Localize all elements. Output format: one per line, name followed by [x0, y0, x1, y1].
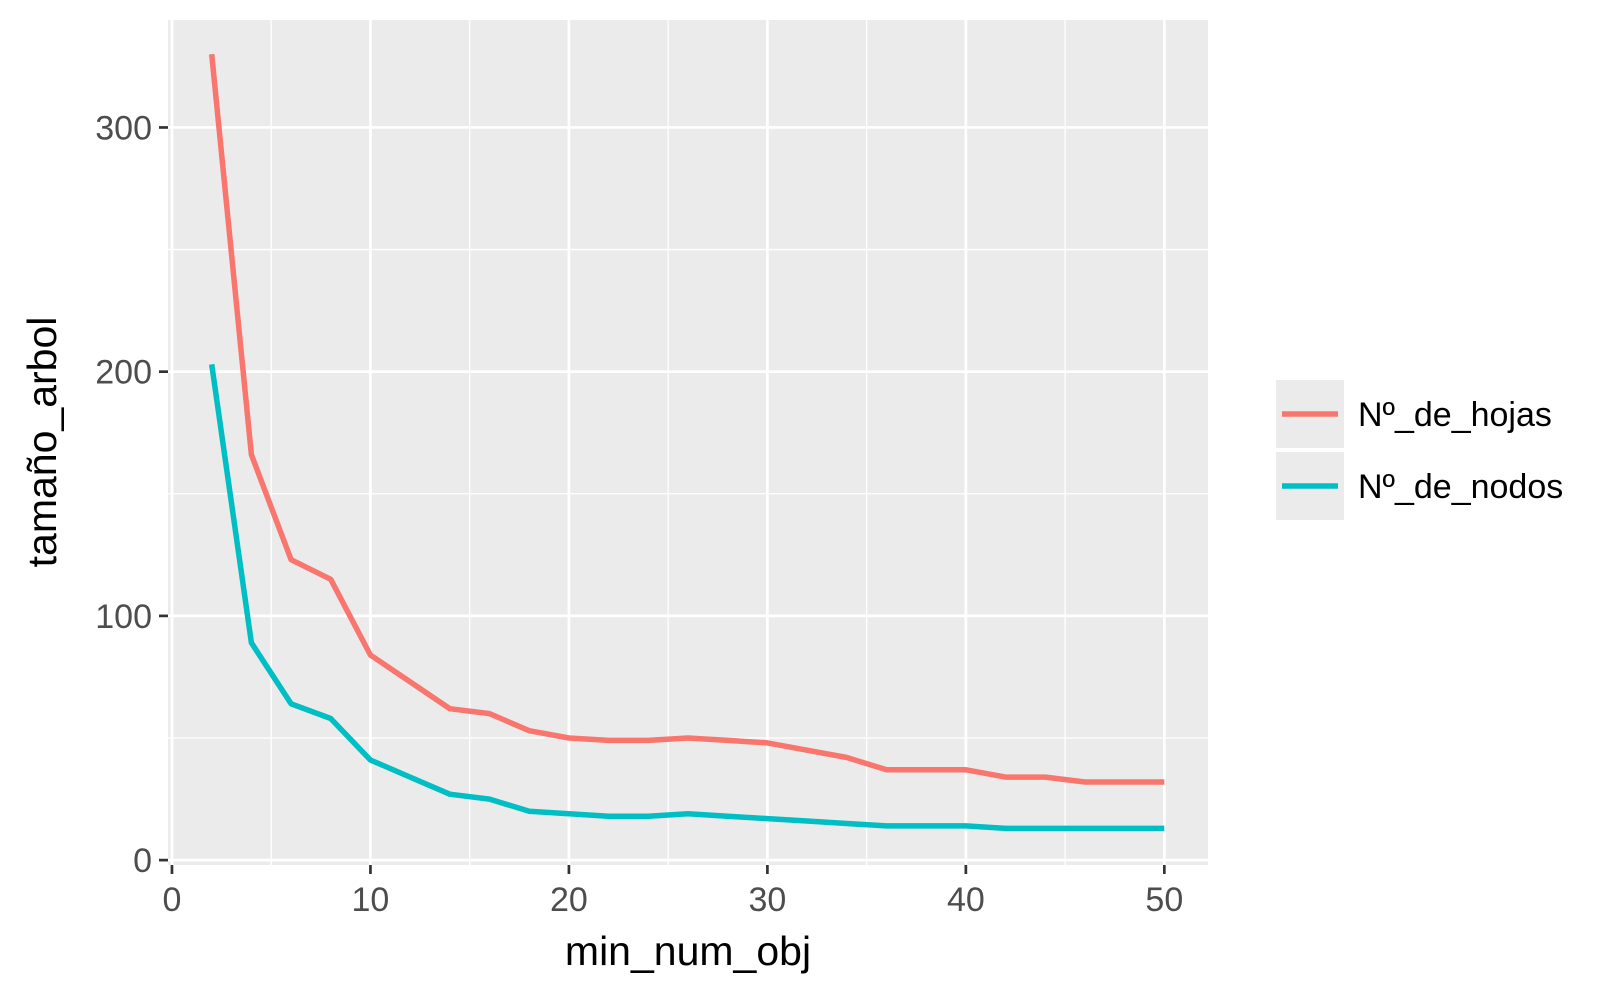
x-tick-label: 0	[163, 881, 182, 919]
y-tick-label: 300	[95, 109, 152, 147]
x-tick-label: 10	[352, 881, 390, 919]
series-line-1	[208, 53, 1165, 785]
x-tick-label: 20	[550, 881, 588, 919]
legend-label: Nº_de_hojas	[1358, 396, 1552, 434]
y-tick-label: 100	[95, 598, 152, 636]
x-tick-label: 40	[947, 881, 985, 919]
y-tick-label: 0	[133, 842, 152, 880]
major-gridlines	[168, 20, 1208, 865]
legend-label: Nº_de_nodos	[1358, 468, 1563, 506]
x-axis-title: min_num_obj	[565, 928, 811, 974]
x-tick-label: 50	[1145, 881, 1183, 919]
y-axis-title: tamaño_arbol	[19, 317, 65, 568]
tick-labels: 0 10 20 30 40 50 0 100 200 300	[95, 109, 1183, 919]
axis-ticks	[159, 126, 1166, 874]
y-tick-label: 200	[95, 354, 152, 392]
x-tick-label: 30	[748, 881, 786, 919]
series-line-2	[208, 363, 1165, 832]
legend: Nº_de_hojas Nº_de_nodos	[1276, 380, 1563, 520]
series-lines	[208, 53, 1165, 832]
plot-panel	[168, 20, 1208, 865]
